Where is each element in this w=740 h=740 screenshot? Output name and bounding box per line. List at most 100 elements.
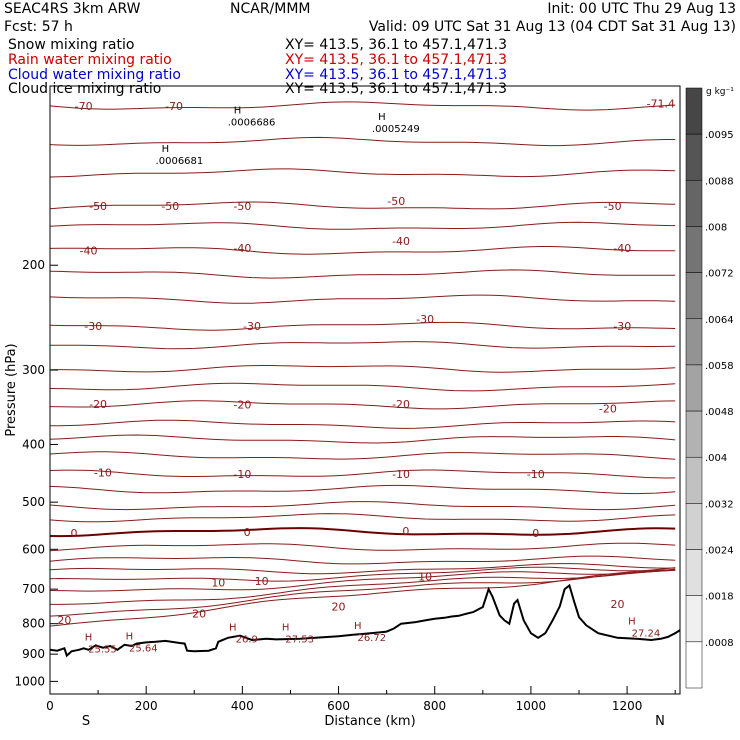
y-tick-label: 800 [22,617,45,631]
field-label-rain: Rain water mixing ratio [8,52,172,68]
x-tick-label: 200 [135,699,158,713]
y-tick-label: 700 [22,582,45,596]
isotherm-line [49,294,676,304]
field-label-cloud-water: Cloud water mixing ratio [8,67,181,83]
colorbar-label: .004 [705,453,727,464]
extremum-value: .0005249 [372,124,420,135]
isotherm-line [49,136,676,147]
isotherm-line [49,221,676,230]
isotherm-label: -40 [392,235,410,248]
extremum-mark: H [354,621,362,632]
isotherm-label: -30 [243,320,261,333]
field-xy-rain: XY= 413.5, 36.1 to 457.1,471.3 [285,52,508,68]
isotherm-line [49,567,676,627]
extremum-mark: H [628,616,636,627]
forecast-hour: Fcst: 57 h [4,19,73,35]
y-axis: 200 300 400 500 600 700 800 900 1000 [14,258,58,688]
isotherm-label: -20 [233,399,251,412]
extremum-mark: H [126,631,134,642]
zero-isotherm-line [49,527,676,538]
valid-time: Valid: 09 UTC Sat 31 Aug 13 (04 CDT Sat … [368,19,736,35]
extremum-value: .0006686 [228,117,276,128]
isotherm-label: -40 [233,242,251,255]
x-end-label-north: N [655,714,665,729]
x-end-label-south: S [82,714,90,729]
isotherm-labels: -70 -70 -71.4 -50 -50 -50 -50 -50 -40 -40 -40 -40 -3… [57,97,675,626]
x-tick-label: 1000 [516,699,547,713]
isotherm-line [49,321,676,331]
y-tick-label: 900 [22,647,45,661]
isotherm-line [49,400,676,410]
isotherm-label: -30 [613,320,631,333]
extremum-mark: H [229,622,237,633]
isotherm-line [49,501,676,511]
colorbar-label: .0072 [705,269,734,280]
isotherm-label: -10 [94,467,112,480]
colorbar-label: .0095 [705,130,734,141]
colorbar-swatch [685,410,703,458]
isotherm-label: -10 [233,468,251,481]
isotherm-line [49,269,676,279]
colorbar-swatch [685,456,703,504]
colorbar-label: .0018 [705,592,734,603]
field-label-snow: Snow mixing ratio [8,37,135,53]
y-axis-title: Pressure (hPa) [4,343,19,436]
isotherm-label: -50 [161,200,179,213]
isotherm-label: 20 [610,598,624,611]
y-tick-label: 400 [22,437,45,451]
isotherm-label: -71.4 [647,97,675,110]
y-tick-label: 300 [22,363,45,377]
x-tick-label: 0 [46,699,54,713]
isotherm-label: 0 [71,527,78,540]
isotherm-label: 0 [402,525,409,538]
isotherm-lines [49,101,676,627]
colorbar-swatch [685,595,703,643]
isotherm-label: -10 [527,468,545,481]
isotherm-label: 20 [192,607,206,620]
isotherm-label: -70 [165,100,183,113]
x-tick-label: 800 [423,699,446,713]
extremum-mark: H [234,105,242,116]
isotherm-label: 20 [332,601,346,614]
isotherm-line [49,569,676,592]
isotherm-line [49,382,676,392]
org-label: NCAR/MMM [230,1,311,17]
terrain-profile [49,583,681,658]
isotherm-label: -50 [387,195,405,208]
y-tick-label: 1000 [14,674,45,688]
isotherm-label: 10 [418,570,432,583]
extremum-value: 25.55 [88,644,117,655]
isotherm-line [49,365,676,373]
extremum-value: 26.72 [357,633,386,644]
isotherm-line [49,484,676,495]
colorbar-label: .0048 [705,407,734,418]
isotherm-label: -40 [613,242,631,255]
colorbar-swatch [685,318,703,366]
colorbar-swatch [685,641,703,689]
colorbar-label: .0088 [705,176,734,187]
field-xy-cloud-water: XY= 413.5, 36.1 to 457.1,471.3 [285,67,508,83]
extremum-value: .0006681 [156,156,204,167]
colorbar-swatch [685,226,703,273]
extremum-value: 27.24 [632,628,661,639]
isotherm-label: 0 [532,527,539,540]
isotherm-line [49,542,676,552]
colorbar-label: .0058 [705,361,734,372]
colorbar-swatch [685,549,703,596]
isotherm-label: -10 [392,468,410,481]
y-tick-label: 600 [22,542,45,556]
isotherm-label: 10 [211,576,225,589]
extremum-value: 25.64 [129,643,158,654]
x-tick-label: 600 [327,699,350,713]
isotherm-label: -40 [79,245,97,258]
extremum-value: 27.53 [285,634,314,645]
init-time: Init: 00 UTC Thu 29 Aug 13 [547,1,736,17]
extremum-mark: H [85,632,93,643]
colorbar-swatch [685,180,703,227]
isotherm-label: -20 [599,402,617,415]
colorbar-label: .0032 [705,499,734,510]
isotherm-line [50,341,676,350]
colorbar-unit: g kg⁻¹ [706,87,734,97]
extremum-value: 26.9 [236,634,258,645]
